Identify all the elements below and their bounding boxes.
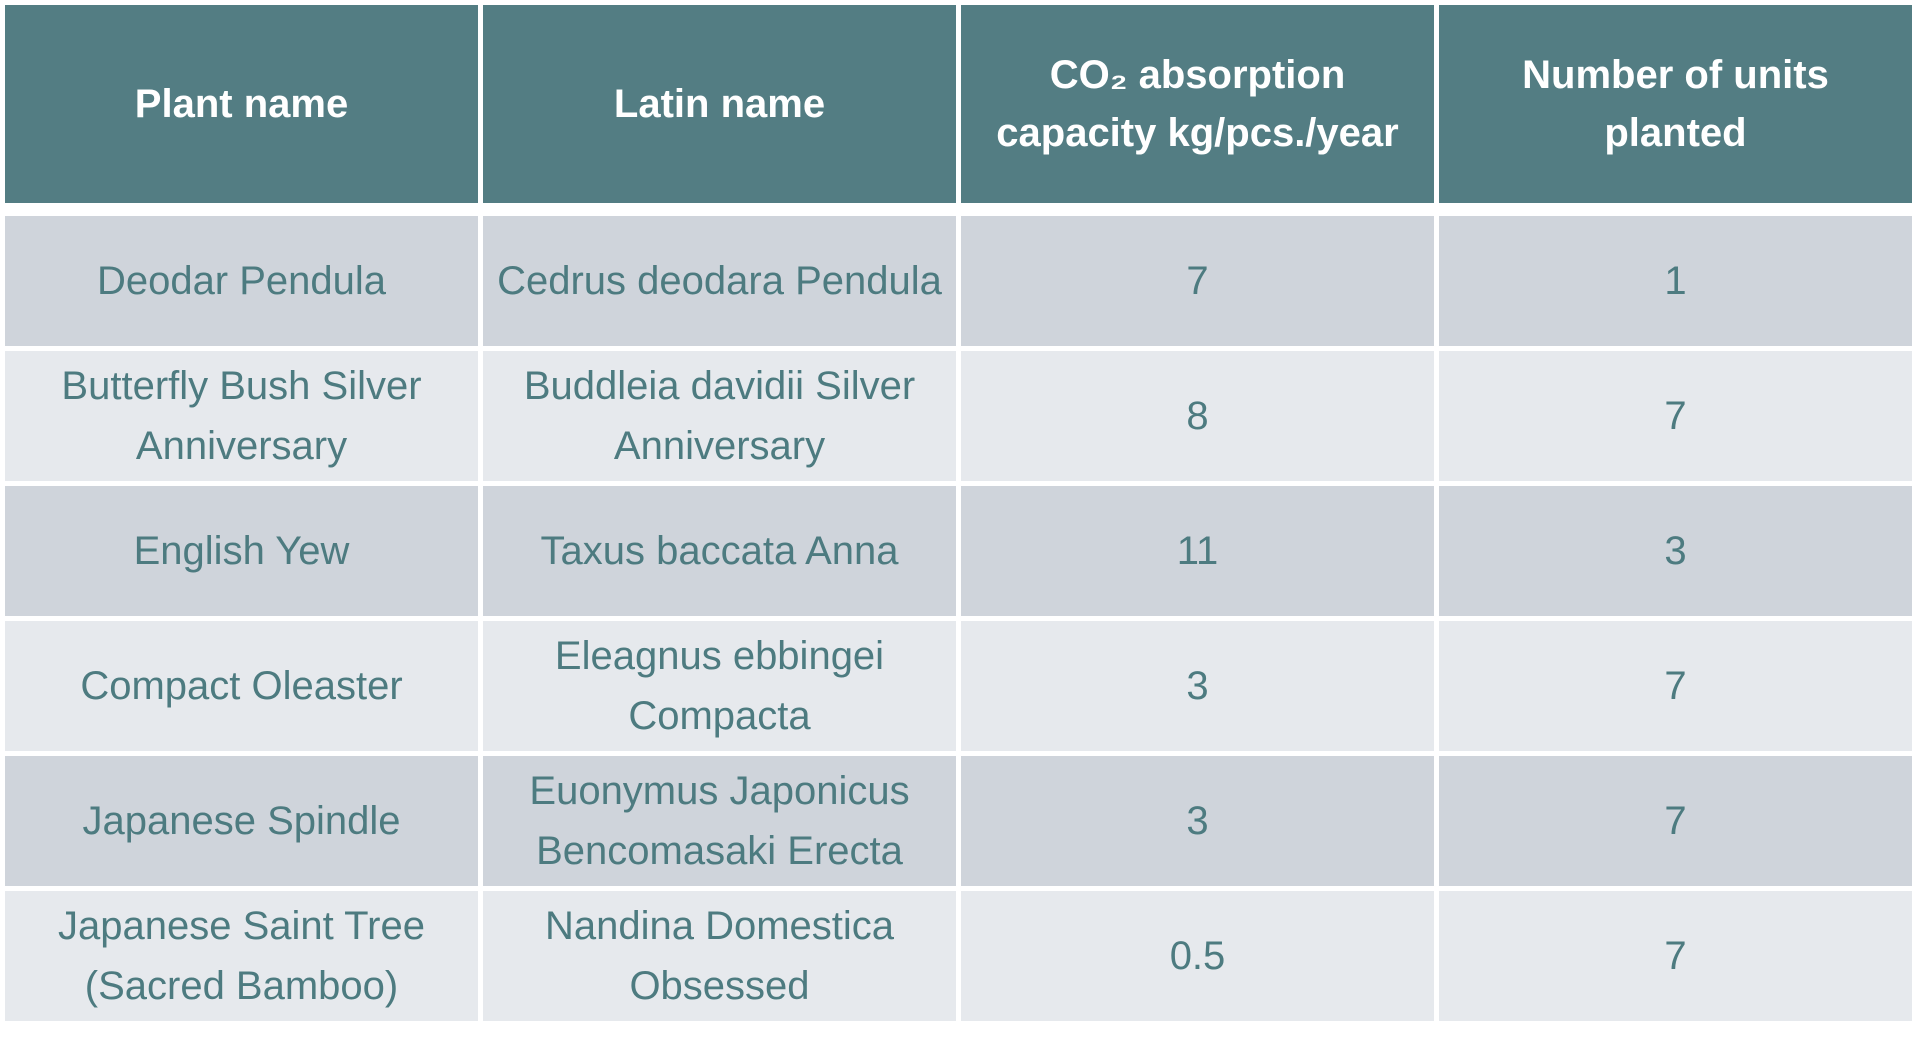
- table-cell: 7: [1439, 351, 1912, 481]
- table-cell: Cedrus deodara Pendula: [483, 216, 956, 346]
- table-cell: Buddleia davidii Silver Anniversary: [483, 351, 956, 481]
- table-cell: 3: [961, 756, 1434, 886]
- table-cell: 1: [1439, 216, 1912, 346]
- table-cell: Nandina Domestica Obsessed: [483, 891, 956, 1021]
- header-cell: CO₂ absorption capacity kg/pcs./year: [961, 5, 1434, 203]
- table-cell: 7: [1439, 891, 1912, 1021]
- table-cell: Japanese Saint Tree (Sacred Bamboo): [5, 891, 478, 1021]
- table-cell: 3: [1439, 486, 1912, 616]
- table-cell: 3: [961, 621, 1434, 751]
- table-cell: Compact Oleaster: [5, 621, 478, 751]
- table-cell: 11: [961, 486, 1434, 616]
- table: Plant name Latin name CO₂ absorption capac…: [5, 5, 1912, 1021]
- table-cell: Taxus baccata Anna: [483, 486, 956, 616]
- table-cell: 7: [1439, 621, 1912, 751]
- table-cell: 7: [1439, 756, 1912, 886]
- table-cell: Eleagnus ebbingei Compacta: [483, 621, 956, 751]
- table-cell: English Yew: [5, 486, 478, 616]
- header-cell: Latin name: [483, 5, 956, 203]
- table-cell: Deodar Pendula: [5, 216, 478, 346]
- table-cell: 8: [961, 351, 1434, 481]
- table-cell: Japanese Spindle: [5, 756, 478, 886]
- table-cell: 7: [961, 216, 1434, 346]
- table-cell: Euonymus Japonicus Bencomasaki Erecta: [483, 756, 956, 886]
- table-cell: 0.5: [961, 891, 1434, 1021]
- table-cell: Butterfly Bush Silver Anniversary: [5, 351, 478, 481]
- header-cell: Plant name: [5, 5, 478, 203]
- header-cell: Number of units planted: [1439, 5, 1912, 203]
